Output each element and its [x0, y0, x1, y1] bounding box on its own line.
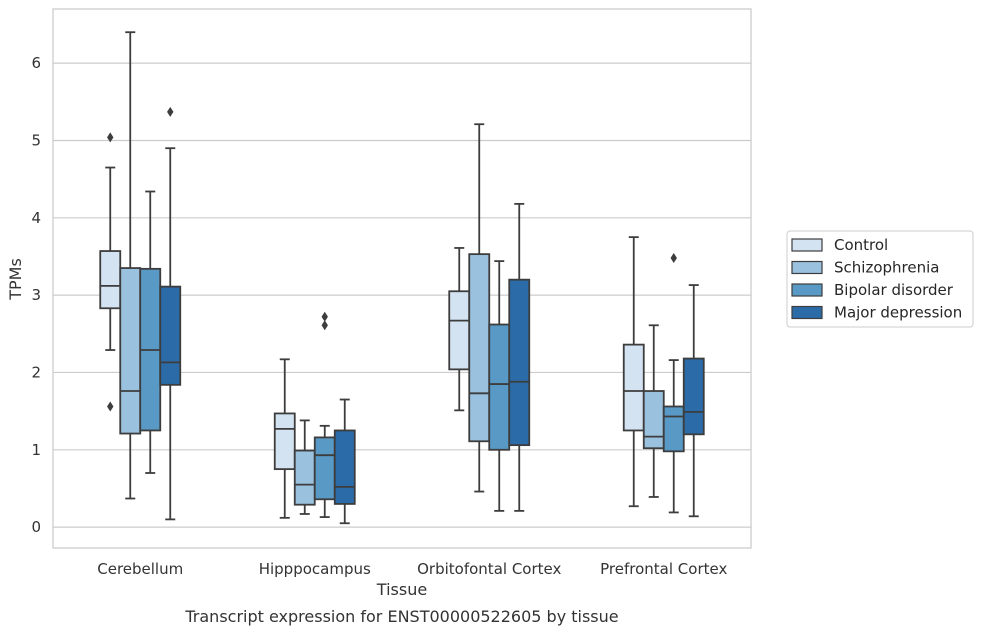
y-tick-label: 0: [31, 518, 41, 536]
legend-label: Control: [834, 236, 888, 254]
box-schizophrenia: [293, 419, 316, 515]
y-tick-label: 3: [31, 286, 41, 304]
box-schizophrenia: [468, 123, 491, 493]
box-control: [448, 247, 471, 412]
y-tick-label: 2: [31, 363, 41, 381]
outlier-point: [321, 311, 328, 322]
box-major-depression: [682, 284, 705, 518]
box-iqr: [159, 285, 182, 386]
outlier-point: [321, 320, 328, 331]
box-schizophrenia: [642, 324, 665, 498]
legend-swatch: [791, 238, 823, 252]
legend-label: Bipolar disorder: [834, 281, 954, 299]
y-tick-labels: 0 1 2 3 4 5 6: [31, 54, 41, 536]
outlier-point: [107, 401, 114, 412]
legend-label: Major depression: [834, 304, 962, 322]
legend-swatch: [791, 305, 823, 320]
box-iqr: [488, 323, 511, 451]
y-tick-label: 5: [31, 131, 41, 149]
y-axis-title: TPMs: [6, 258, 25, 301]
box-control: [99, 132, 122, 412]
legend-frame: [786, 230, 974, 328]
box-bipolar-disorder: [662, 253, 685, 514]
box-iqr: [293, 449, 316, 506]
y-tick-label: 6: [31, 54, 41, 72]
x-tick-labels: Cerebellum Hipppocampus Orbitofontal Corte…: [97, 560, 727, 578]
plot-frame: [52, 8, 752, 549]
x-tick-label: Orbitofontal Cortex: [417, 560, 561, 578]
y-tick-label: 4: [31, 209, 41, 227]
box-iqr: [448, 290, 471, 371]
y-tick-label: 1: [31, 441, 41, 459]
x-tick-label: Hipppocampus: [259, 560, 371, 578]
figure-caption: Transcript expression for ENST0000052260…: [184, 607, 618, 626]
box-iqr: [119, 267, 142, 435]
box-iqr: [273, 412, 296, 471]
legend-swatch: [791, 283, 823, 297]
outlier-point: [107, 132, 114, 143]
box-schizophrenia: [119, 31, 142, 500]
box-iqr: [333, 429, 356, 505]
boxes: [99, 31, 705, 525]
box-iqr: [468, 253, 491, 443]
box-control: [622, 236, 645, 508]
box-major-depression: [508, 202, 531, 512]
box-iqr: [622, 343, 645, 432]
x-tick-label: Prefrontal Cortex: [600, 560, 727, 578]
box-iqr: [662, 405, 685, 453]
legend: Control Schizophrenia Bipolar disorder Majo…: [786, 230, 974, 328]
outlier-point: [670, 253, 677, 264]
box-major-depression: [333, 398, 356, 525]
box-iqr: [313, 436, 336, 501]
legend-swatch: [791, 260, 823, 275]
box-iqr: [642, 390, 665, 450]
legend-label: Schizophrenia: [834, 259, 939, 277]
box-control: [273, 358, 296, 519]
box-iqr: [508, 278, 531, 447]
box-iqr: [99, 250, 122, 310]
box-bipolar-disorder: [139, 190, 162, 474]
box-bipolar-disorder: [488, 260, 511, 512]
x-tick-label: Cerebellum: [97, 560, 183, 578]
outlier-point: [167, 106, 174, 117]
x-axis-title: Tissue: [376, 580, 427, 599]
box-iqr: [682, 357, 705, 436]
box-bipolar-disorder: [313, 311, 336, 518]
box-major-depression: [159, 106, 182, 521]
